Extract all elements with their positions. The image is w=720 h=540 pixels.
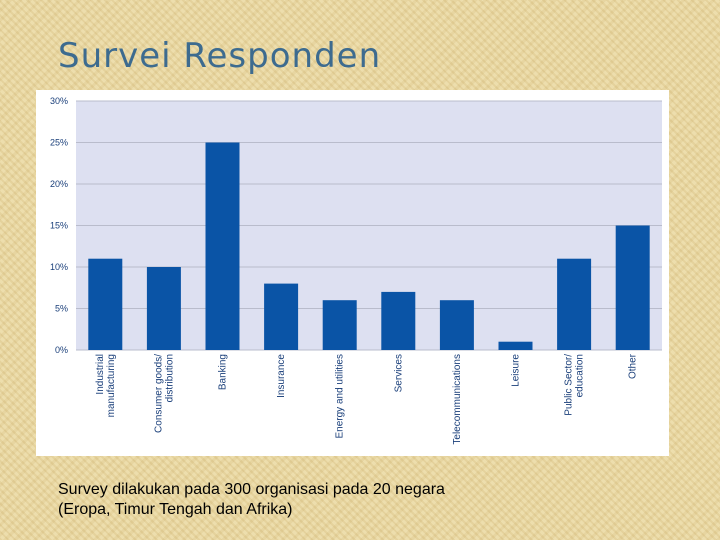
caption-line: (Eropa, Timur Tengah dan Afrika)	[58, 501, 293, 518]
bar	[615, 225, 650, 350]
x-tick-label-line: education	[575, 354, 586, 397]
x-tick-label: Consumer goods/distribution	[153, 354, 175, 433]
y-tick-label: 10%	[50, 262, 68, 272]
x-tick-label-line: Consumer goods/	[153, 354, 164, 433]
x-tick-label: Industrial manufacturing	[95, 354, 117, 417]
bar-chart-svg: 0% 5% 10% 15% 20% 25% 30% Industrial manufactur…	[50, 96, 662, 445]
y-tick-label: 20%	[50, 179, 68, 189]
x-tick-label-line: manufacturing	[106, 354, 117, 417]
bar	[264, 283, 299, 350]
x-tick-label: Services	[393, 354, 404, 392]
x-axis-labels: Industrial manufacturing Consumer goods/di…	[95, 353, 639, 444]
x-tick-label: Leisure	[511, 354, 522, 387]
x-tick-label: Insurance	[276, 354, 287, 398]
x-tick-label-line: Insurance	[276, 354, 287, 398]
bar	[439, 300, 474, 350]
bar	[205, 142, 240, 350]
bar	[322, 300, 357, 350]
y-axis-ticks: 0% 5% 10% 15% 20% 25% 30%	[50, 96, 68, 355]
slide-title: Survei Responden	[58, 36, 382, 76]
bar	[498, 341, 533, 350]
bar-chart: 0% 5% 10% 15% 20% 25% 30% Industrial manufactur…	[36, 90, 669, 456]
y-tick-label: 25%	[50, 138, 68, 148]
y-tick-label: 30%	[50, 96, 68, 106]
bar	[146, 267, 181, 350]
x-tick-label: Banking	[218, 354, 229, 390]
bar	[557, 258, 592, 350]
x-tick-label: Telecommunications	[452, 354, 463, 445]
x-tick-label-line: Public Sector/	[564, 354, 575, 416]
x-tick-label-line: Leisure	[511, 354, 522, 387]
y-tick-label: 15%	[50, 221, 68, 231]
bars	[88, 142, 650, 350]
x-tick-label-line: Services	[393, 354, 404, 392]
x-tick-label: Public Sector/education	[564, 354, 586, 416]
x-tick-label: Other	[628, 353, 639, 379]
caption: Survey dilakukan pada 300 organisasi pad…	[58, 480, 445, 520]
x-tick-label-line: Energy and utilities	[335, 354, 346, 439]
x-tick-label-line: Industrial	[95, 354, 106, 395]
bar	[88, 258, 123, 350]
x-tick-label-line: Banking	[218, 354, 229, 390]
x-tick-label: Energy and utilities	[335, 354, 346, 439]
caption-line: Survey dilakukan pada 300 organisasi pad…	[58, 481, 445, 498]
x-tick-label-line: Telecommunications	[452, 354, 463, 445]
y-tick-label: 5%	[55, 304, 68, 314]
x-tick-label-line: Other	[628, 353, 639, 379]
x-tick-label-line: distribution	[164, 354, 175, 402]
bar	[381, 291, 416, 350]
y-tick-label: 0%	[55, 345, 68, 355]
